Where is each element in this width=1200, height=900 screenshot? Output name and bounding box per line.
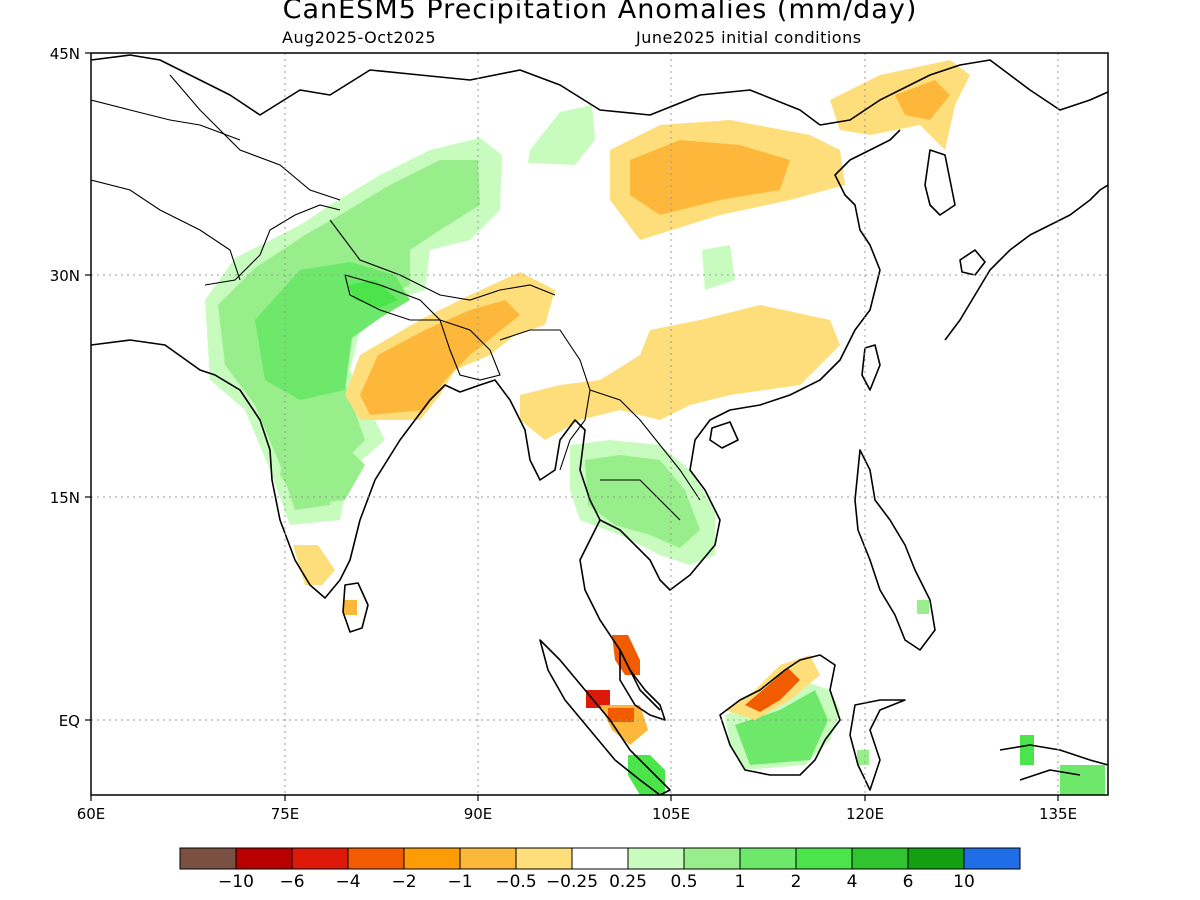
newguinea-coast: [999, 744, 1108, 781]
deccan-wet-anomaly: [280, 440, 365, 505]
korea-dry-anomaly-mid: [895, 80, 950, 120]
lon-tick-105e: 105E: [652, 805, 690, 823]
sumatra-dry-core: [608, 708, 634, 722]
border-central-asia: [91, 99, 241, 141]
ne-china-coast: [819, 59, 1108, 126]
colorbar-swatch: [851, 847, 909, 870]
newguinea-wet-patch: [1020, 735, 1034, 765]
national-borders: [91, 74, 701, 521]
colorbar-label: 0.5: [670, 872, 698, 892]
colorbar-swatch: [235, 847, 293, 870]
colorbar-label: 4: [846, 872, 858, 892]
colorbar-label: 10: [953, 872, 975, 892]
border-bangladesh: [439, 319, 501, 381]
border-laos-vietnam: [589, 389, 701, 501]
coastlines: [91, 54, 1108, 795]
sumatra-strong-dry: [586, 690, 610, 708]
colorbar-label: 0.25: [609, 872, 647, 892]
colorbar-swatch: [627, 847, 685, 870]
lon-tick-120e: 120E: [846, 805, 884, 823]
lat-tick-45n: 45N: [50, 45, 80, 63]
colorbar-swatch: [515, 847, 573, 870]
colorbar-swatch: [347, 847, 405, 870]
border-afghan: [91, 179, 241, 281]
border-thai-cambodia: [600, 479, 681, 521]
colorbar-label: −4: [335, 872, 361, 892]
nepal-wet-core: [348, 280, 398, 308]
colorbar-label: 2: [790, 872, 802, 892]
south-india-dry-patch: [293, 545, 335, 585]
lon-tick-60e: 60E: [77, 805, 106, 823]
borneo-wet-anomaly-strong: [735, 690, 828, 765]
colorbar-label: −2: [391, 872, 417, 892]
colorbar-swatch: [571, 847, 629, 870]
colorbar-label: −0.5: [495, 872, 537, 892]
malay-peninsula-coast: [619, 649, 666, 721]
chart-title: CanESM5 Precipitation Anomalies (mm/day): [282, 0, 918, 25]
china-dry-anomaly-mid: [630, 140, 790, 215]
border-china-north: [169, 74, 341, 201]
mongolia-wet-anomaly: [528, 105, 595, 165]
border-nepal: [344, 274, 442, 321]
indochina-coast: [599, 129, 901, 591]
initial-conditions: June2025 initial conditions: [636, 28, 862, 47]
tick-marks: [85, 52, 1059, 801]
sri-lanka-dry-patch: [343, 600, 357, 615]
indochina-wet-anomaly-mid: [585, 455, 700, 548]
colorbar-swatch: [291, 847, 349, 870]
india-wet-anomaly-mid: [218, 160, 480, 510]
taiwan-coast: [861, 344, 881, 391]
lon-tick-90e: 90E: [464, 805, 493, 823]
borneo-coast: [719, 654, 841, 776]
gridlines: [91, 53, 1108, 795]
korea-coast: [924, 149, 956, 216]
colorbar-swatch: [963, 847, 1021, 870]
colorbar-swatch: [459, 847, 517, 870]
japan-kyushu: [959, 249, 986, 276]
colorbar-swatch: [683, 847, 741, 870]
sulawesi-wet-patch: [857, 750, 869, 765]
lon-tick-135e: 135E: [1039, 805, 1077, 823]
map-frame: [90, 52, 1109, 796]
colorbar-label: −6: [279, 872, 305, 892]
borneo-dry-anomaly-strong: [745, 668, 800, 712]
southchina-dry-anomaly: [520, 305, 840, 440]
forecast-period: Aug2025-Oct2025: [282, 28, 437, 47]
northern-boundary: [91, 54, 821, 126]
lat-tick-15n: 15N: [50, 489, 80, 507]
border-myanmar: [499, 329, 591, 471]
colorbar-label: −0.25: [545, 872, 599, 892]
colorbar-swatch: [739, 847, 797, 870]
sumatra-coast: [539, 639, 671, 795]
colorbar-label: −1: [447, 872, 473, 892]
lat-tick-eq: EQ: [59, 712, 80, 730]
philippines-coast: [854, 449, 936, 651]
lon-tick-75e: 75E: [271, 805, 300, 823]
sumatra-wet-anomaly: [628, 755, 665, 795]
colorbar-swatch: [795, 847, 853, 870]
sulawesi-coast: [849, 699, 906, 791]
south-asia-coast: [91, 339, 661, 711]
anomaly-fields: [205, 60, 1105, 795]
colorbar-label: 1: [734, 872, 746, 892]
bangladesh-dry-anomaly-mid: [360, 300, 520, 415]
border-himalaya: [329, 219, 556, 301]
malaya-dry-anomaly: [612, 635, 640, 675]
colorbar-label: 6: [902, 872, 914, 892]
colorbar-swatch: [179, 847, 237, 870]
border-pak-ind: [204, 204, 341, 286]
colorbar: [179, 847, 1021, 870]
china-wet-anomaly-small: [702, 245, 735, 290]
colorbar-swatch: [907, 847, 965, 870]
hainan-coast: [709, 421, 739, 449]
sri-lanka-coast: [342, 582, 369, 633]
philippines-wet-patch: [917, 600, 929, 614]
colorbar-swatch: [403, 847, 461, 870]
colorbar-label: −10: [218, 872, 254, 892]
newguinea-wet-patch-2: [1060, 765, 1105, 795]
japan-coast: [944, 184, 1108, 341]
lat-tick-30n: 30N: [50, 267, 80, 285]
